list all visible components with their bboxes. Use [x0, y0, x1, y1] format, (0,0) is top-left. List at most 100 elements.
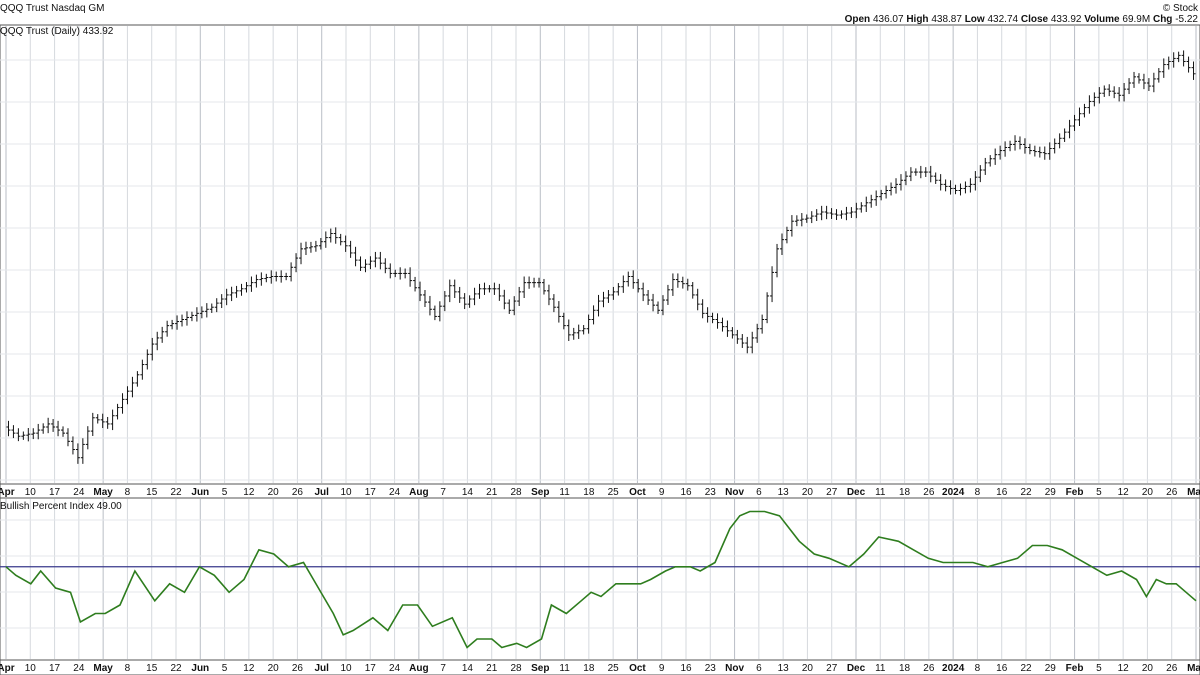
price-bar: [690, 282, 695, 299]
date-tick-label: Dec: [847, 487, 866, 498]
price-bar: [1176, 51, 1181, 63]
price-bar: [155, 331, 160, 351]
price-bar: [1037, 146, 1042, 158]
price-bar: [720, 317, 725, 332]
price-bar: [913, 168, 918, 176]
date-tick-label: 25: [608, 663, 620, 674]
price-bar: [11, 425, 16, 439]
date-tick-label: 26: [1166, 487, 1178, 498]
price-bar: [631, 270, 636, 289]
date-tick-label: Feb: [1066, 663, 1084, 674]
price-bar: [993, 148, 998, 165]
date-tick-label: 18: [899, 663, 911, 674]
price-bar: [844, 206, 849, 221]
price-bar: [725, 320, 730, 337]
price-bar: [527, 276, 532, 289]
price-bar: [730, 327, 735, 339]
price-bar: [651, 293, 656, 312]
price-bar: [923, 167, 928, 177]
price-bar: [988, 155, 993, 167]
date-tick-label: 5: [1096, 663, 1102, 674]
price-bar: [130, 376, 135, 398]
date-tick-label: 17: [365, 663, 377, 674]
price-bar: [879, 189, 884, 201]
date-tick-label: Feb: [1066, 487, 1084, 498]
price-bar: [184, 311, 189, 326]
date-tick-label: 20: [268, 663, 280, 674]
price-bar: [274, 271, 279, 282]
date-tick-label: Nov: [725, 663, 744, 674]
price-bar: [1191, 61, 1196, 80]
price-bar: [601, 291, 606, 308]
date-tick-label: 16: [680, 663, 692, 674]
price-bar: [958, 183, 963, 196]
date-tick-label: 16: [996, 663, 1008, 674]
price-bar: [338, 233, 343, 246]
price-bar: [1062, 128, 1067, 142]
price-bar: [983, 157, 988, 175]
price-panel-title: QQQ Trust (Daily) 433.92: [0, 26, 114, 37]
price-bar: [289, 262, 294, 282]
date-tick-label: 9: [659, 663, 665, 674]
date-tick-label: 18: [583, 663, 595, 674]
price-bar: [1052, 138, 1057, 154]
price-bar: [1141, 73, 1146, 90]
price-bar: [180, 314, 185, 327]
price-bar: [363, 259, 368, 273]
date-tick-label: Jun: [191, 487, 209, 498]
price-bar: [799, 213, 804, 227]
price-bar: [517, 286, 522, 306]
ohlc-label-open: Open: [845, 14, 873, 25]
date-tick-label: 9: [659, 487, 665, 498]
price-bar: [740, 334, 745, 348]
date-tick-label: 17: [49, 663, 61, 674]
date-tick-label: 15: [146, 487, 158, 498]
price-bar: [457, 286, 462, 303]
price-bar: [889, 182, 894, 196]
price-bar: [85, 426, 90, 450]
price-bar: [1013, 135, 1018, 151]
date-tick-label: 6: [756, 663, 762, 674]
date-tick-label: 5: [222, 663, 228, 674]
price-bar: [656, 301, 661, 314]
price-bar: [854, 202, 859, 219]
ohlc-value-open: 436.07: [873, 14, 904, 25]
price-bar: [75, 443, 80, 464]
bullish-percent-line: [5, 510, 1197, 649]
price-bar: [829, 208, 834, 219]
price-bar: [809, 211, 814, 224]
price-bar: [1077, 107, 1082, 126]
price-bar: [150, 337, 155, 361]
price-bar: [403, 268, 408, 279]
price-bar: [328, 228, 333, 243]
price-bar: [1186, 56, 1191, 73]
ohlc-value-close: 433.92: [1051, 14, 1082, 25]
date-tick-label: 27: [826, 487, 838, 498]
price-bar: [660, 295, 665, 316]
date-tick-label: 20: [1142, 663, 1154, 674]
price-bar: [408, 267, 413, 287]
price-bar: [884, 185, 889, 199]
price-bar: [556, 301, 561, 323]
price-bar: [254, 274, 259, 288]
price-bar: [318, 238, 323, 250]
price-bar: [26, 428, 31, 442]
price-bar: [303, 241, 308, 255]
date-tick-label: 25: [608, 487, 620, 498]
date-tick-label: 8: [975, 663, 981, 674]
date-tick-label: 8: [125, 487, 131, 498]
price-bar: [705, 307, 710, 323]
date-tick-label: 15: [146, 663, 158, 674]
price-bar: [264, 273, 269, 283]
price-bar: [1181, 50, 1186, 67]
price-bar: [462, 293, 467, 310]
date-tick-label: Mar: [1187, 487, 1200, 498]
price-bar: [1022, 138, 1027, 154]
date-tick-label: 26: [923, 487, 935, 498]
price-bar: [576, 324, 581, 339]
price-bar: [775, 243, 780, 278]
date-tick-label: 20: [1142, 487, 1154, 498]
price-bar: [760, 314, 765, 334]
price-bar: [1132, 71, 1137, 88]
price-bar: [343, 235, 348, 252]
